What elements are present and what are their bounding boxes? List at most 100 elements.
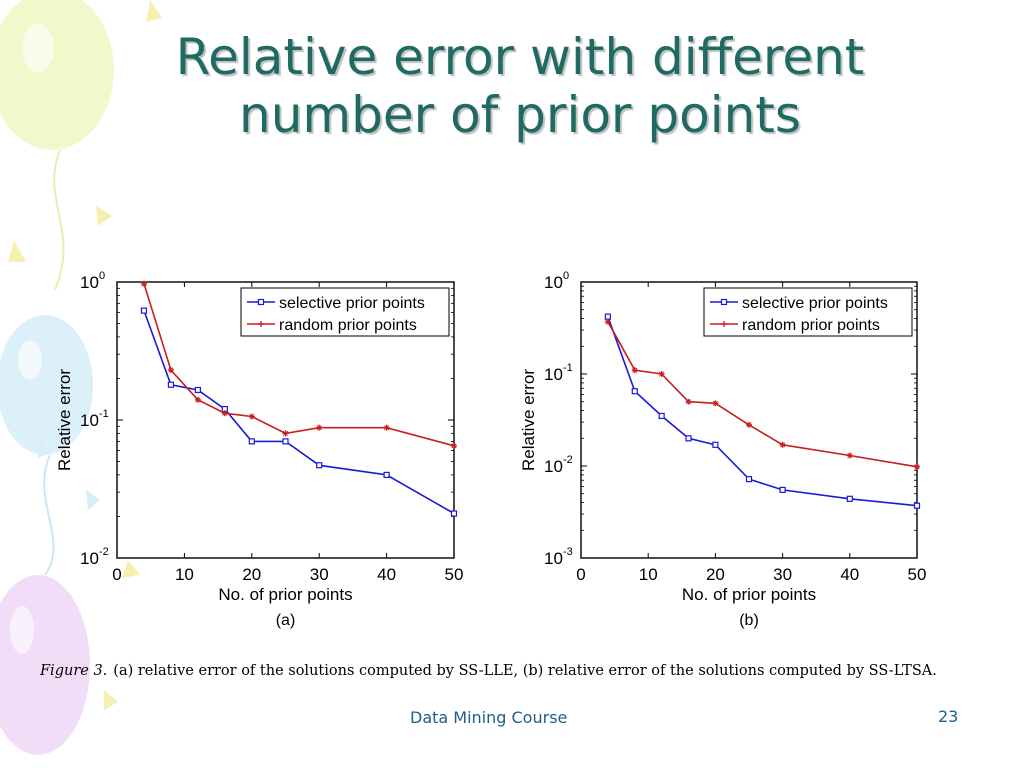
data-point-stroke	[712, 400, 718, 406]
subfigure-label: (a)	[276, 612, 296, 629]
data-point-stroke	[914, 464, 920, 470]
data-point	[194, 396, 201, 403]
x-axis-label: No. of prior points	[218, 585, 352, 604]
data-point-stroke	[316, 425, 322, 431]
legend-entry: random prior points	[247, 317, 417, 334]
confetti-decoration	[104, 690, 118, 710]
balloon-green-highlight	[22, 24, 54, 72]
data-point	[316, 424, 323, 431]
series-selective	[140, 307, 458, 517]
x-tick-label: 20	[242, 565, 261, 584]
data-point	[383, 424, 390, 431]
confetti-decoration	[146, 0, 162, 22]
series-selective	[604, 313, 921, 509]
data-point-stroke	[659, 371, 665, 377]
data-point	[604, 318, 611, 325]
data-point	[913, 502, 921, 509]
data-point-stroke	[141, 281, 147, 287]
x-tick-label: 0	[576, 565, 585, 584]
subfigure-label: (b)	[739, 612, 759, 629]
data-point-stroke	[282, 430, 289, 436]
x-tick-label: 0	[112, 565, 121, 584]
data-point-stroke	[249, 413, 255, 420]
x-axis-label: No. of prior points	[682, 585, 816, 604]
data-point-stroke	[780, 442, 786, 448]
confetti-decoration	[38, 440, 52, 458]
y-axis-label: Relative error	[519, 369, 538, 471]
y-tick-label-base: 10	[80, 411, 99, 430]
y-tick-label: 10 -2	[544, 454, 573, 476]
data-point	[746, 421, 752, 428]
y-tick-label-exponent: -2	[563, 454, 573, 466]
data-point	[631, 388, 638, 395]
data-point	[140, 280, 147, 287]
y-tick-label-base: 10	[80, 273, 99, 292]
x-tick-label: 10	[639, 565, 658, 584]
series-random	[604, 318, 920, 470]
data-point	[779, 486, 786, 493]
legend-marker	[257, 298, 265, 306]
data-point	[712, 441, 719, 448]
data-point	[167, 367, 174, 374]
data-point-stroke	[632, 367, 638, 373]
x-tick-label: 20	[706, 565, 725, 584]
y-tick-label-exponent: -2	[99, 546, 109, 558]
confetti-decoration	[122, 560, 140, 578]
data-point-stroke	[605, 319, 611, 325]
legend-entry: selective prior points	[710, 295, 888, 312]
y-tick-label-base: 10	[544, 273, 563, 292]
legend-marker	[720, 298, 728, 306]
x-tick-label: 10	[175, 565, 194, 584]
confetti-decoration	[8, 240, 26, 262]
data-point-stroke	[451, 443, 457, 449]
confetti-decoration	[96, 205, 112, 226]
data-point-stroke	[384, 425, 390, 431]
x-tick-label: 40	[377, 565, 396, 584]
legend-label: selective prior points	[279, 295, 425, 312]
y-tick-label: 10 0	[544, 270, 569, 292]
figure-caption-text: (a) relative error of the solutions comp…	[113, 663, 937, 679]
legend: selective prior points random prior point…	[240, 287, 450, 337]
legend-label: random prior points	[742, 317, 880, 334]
x-tick-label: 50	[445, 565, 464, 584]
legend-label: random prior points	[279, 317, 417, 334]
data-point	[604, 313, 611, 320]
slide-title-line-1: Relative error with different	[175, 28, 865, 86]
data-point	[167, 381, 175, 388]
balloon-string-decoration	[43, 454, 55, 576]
y-tick-label-base: 10	[544, 457, 563, 476]
y-axis-label: Relative error	[55, 369, 74, 471]
data-point-stroke	[746, 422, 752, 428]
y-tick-label: 10 -2	[80, 546, 109, 568]
data-point	[685, 435, 692, 442]
y-tick-label: 10 0	[80, 270, 105, 292]
data-point	[450, 510, 458, 517]
legend-label: selective prior points	[742, 295, 888, 312]
data-point	[846, 495, 853, 502]
legend-box	[240, 287, 450, 337]
y-tick-label-exponent: -1	[563, 362, 573, 374]
data-point-stroke	[685, 399, 692, 405]
legend-entry: selective prior points	[247, 295, 425, 312]
data-point	[248, 438, 255, 445]
data-point-stroke	[168, 367, 174, 373]
data-point	[316, 462, 323, 469]
x-tick-label: 40	[840, 565, 859, 584]
y-tick-label-exponent: 0	[563, 270, 569, 282]
footer-course-name: Data Mining Course	[410, 708, 568, 727]
data-point	[658, 371, 665, 377]
y-tick-label-exponent: 0	[99, 270, 105, 282]
data-point	[712, 400, 719, 407]
data-point	[248, 413, 255, 420]
legend-entry: random prior points	[710, 317, 880, 334]
data-point	[451, 442, 457, 449]
balloon-blue-highlight	[18, 340, 42, 380]
data-point-stroke	[847, 452, 853, 459]
confetti-decoration	[86, 490, 100, 510]
y-tick-label: 10 -1	[80, 408, 109, 430]
data-point	[779, 441, 786, 448]
data-point	[140, 307, 148, 314]
data-point	[383, 471, 390, 479]
